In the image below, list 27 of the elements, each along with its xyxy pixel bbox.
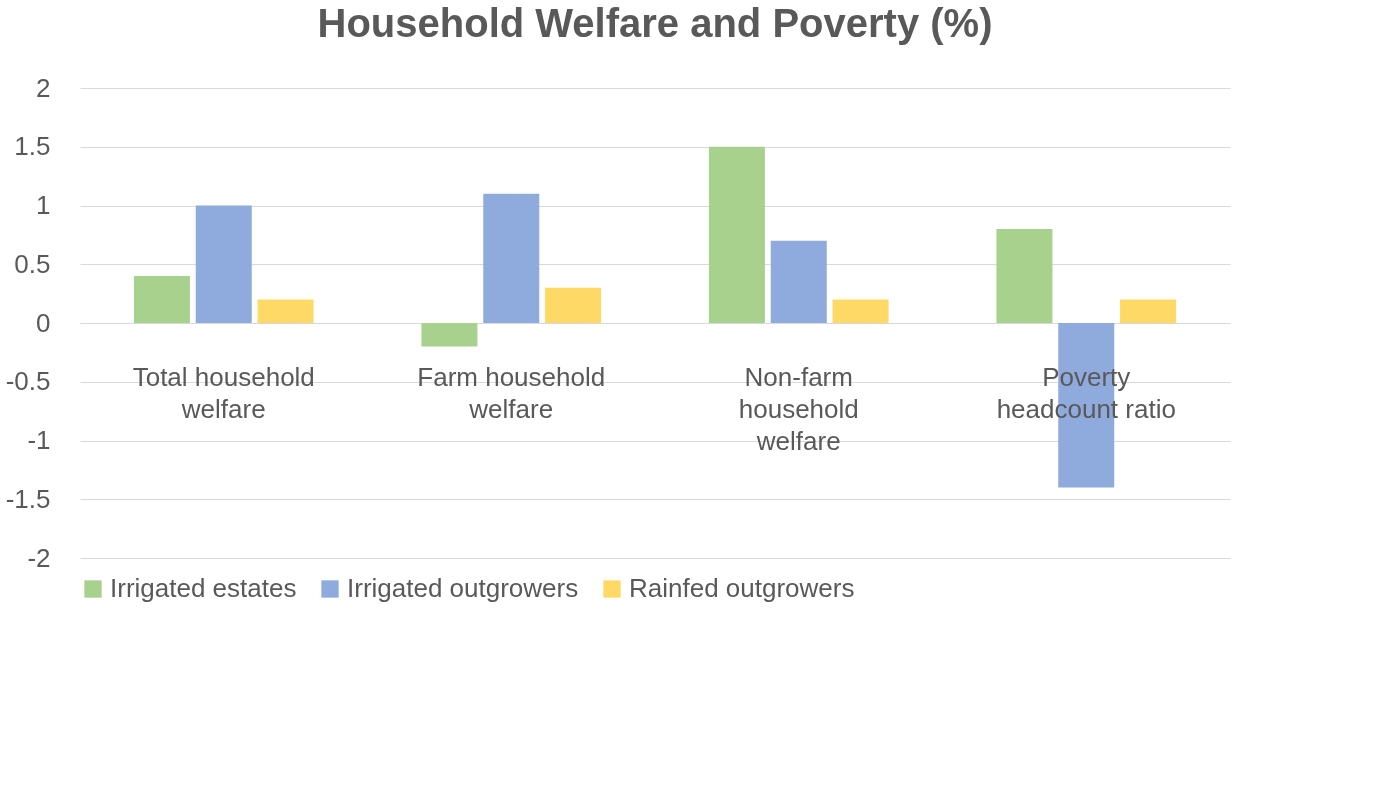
bar [483, 193, 540, 323]
bar [421, 323, 478, 347]
bar [770, 240, 827, 323]
bar [133, 276, 190, 323]
bar [832, 299, 889, 323]
x-tick-label: Total household welfare [132, 362, 315, 424]
bar [545, 287, 602, 323]
bar [1120, 299, 1177, 323]
y-tick-label: 2 [36, 72, 51, 103]
y-tick-label: 1.5 [14, 131, 51, 162]
y-tick-label: -0.5 [5, 366, 51, 397]
y-tick-label: -1 [27, 425, 51, 455]
legend-label: Rainfed outgrowers [629, 573, 855, 603]
bar [708, 146, 765, 323]
bar [257, 299, 314, 323]
y-tick-label: 0 [36, 307, 51, 338]
y-tick-label: -1.5 [5, 483, 51, 514]
legend-label: Irrigated outgrowers [347, 573, 579, 603]
y-tick-label: 0.5 [14, 248, 51, 279]
bar [195, 205, 252, 323]
x-tick-label: Farm household welfare [417, 362, 606, 424]
legend-label: Irrigated estates [110, 573, 297, 603]
y-tick-label: 1 [36, 190, 51, 220]
bar [996, 229, 1053, 323]
chart-title: Household Welfare and Poverty (%) [317, 1, 993, 45]
x-tick-label: Non-farm household welfare [738, 362, 859, 456]
y-tick-label: -2 [27, 542, 51, 573]
